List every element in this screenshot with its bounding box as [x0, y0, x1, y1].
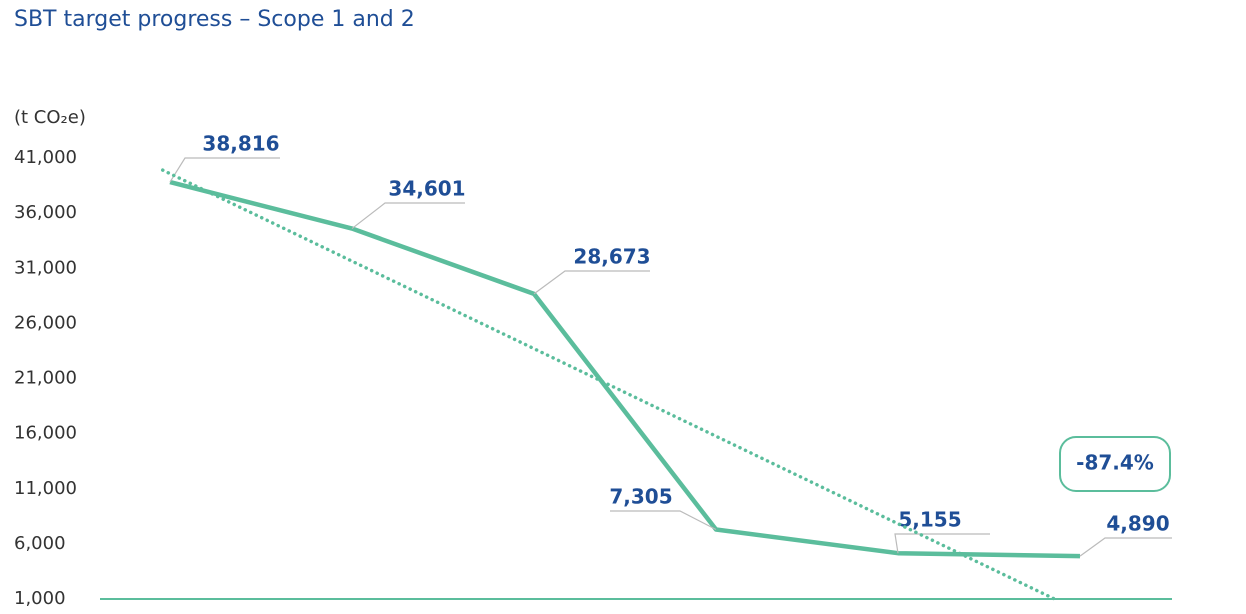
y-axis-label: (t CO₂e)	[14, 107, 86, 128]
value-label: 5,155	[898, 508, 961, 532]
y-tick-label: 41,000	[14, 147, 77, 168]
chart-title: SBT target progress – Scope 1 and 2	[14, 7, 415, 32]
value-label: 7,305	[609, 485, 672, 509]
value-label: 4,890	[1106, 512, 1169, 536]
value-label: 28,673	[573, 245, 650, 269]
y-tick-label: 21,000	[14, 368, 77, 389]
y-tick-label: 11,000	[14, 478, 77, 499]
leader-line	[894, 533, 990, 554]
leader-line	[169, 157, 280, 183]
leader-line	[610, 510, 717, 531]
value-label: 38,816	[202, 132, 279, 156]
y-tick-label: 36,000	[14, 202, 77, 223]
leader-line	[1079, 537, 1172, 557]
leader-line	[533, 270, 650, 295]
y-tick-label: 16,000	[14, 423, 77, 444]
value-label: 34,601	[388, 177, 465, 201]
y-tick-label: 1,000	[14, 588, 66, 609]
leader-line	[351, 202, 465, 230]
annotation: -87.4%	[1076, 451, 1154, 475]
target-line	[160, 168, 1057, 601]
y-tick-label: 31,000	[14, 257, 77, 278]
y-tick-label: 26,000	[14, 312, 77, 333]
data-line	[169, 179, 1081, 559]
y-tick-label: 6,000	[14, 533, 66, 554]
annotation-box	[1059, 436, 1171, 492]
